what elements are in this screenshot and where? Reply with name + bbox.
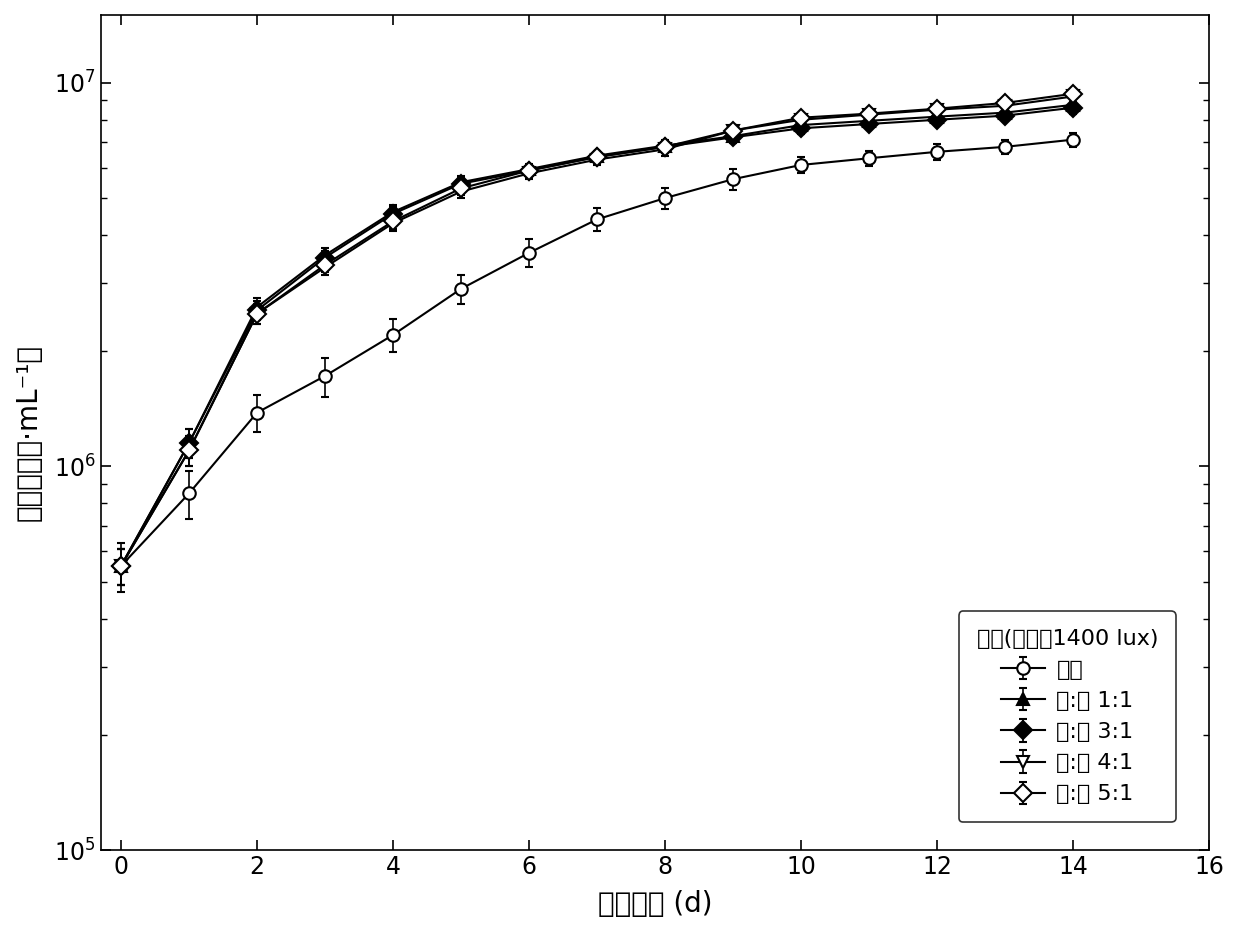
Legend: 白光, 红:蓝 1:1, 红:蓝 3:1, 红:蓝 4:1, 红:蓝 5:1: 白光, 红:蓝 1:1, 红:蓝 3:1, 红:蓝 4:1, 红:蓝 5:1 <box>959 611 1176 822</box>
Y-axis label: 藻密度（个·mL⁻¹）: 藻密度（个·mL⁻¹） <box>15 344 43 521</box>
X-axis label: 培养时间 (d): 培养时间 (d) <box>597 890 712 918</box>
